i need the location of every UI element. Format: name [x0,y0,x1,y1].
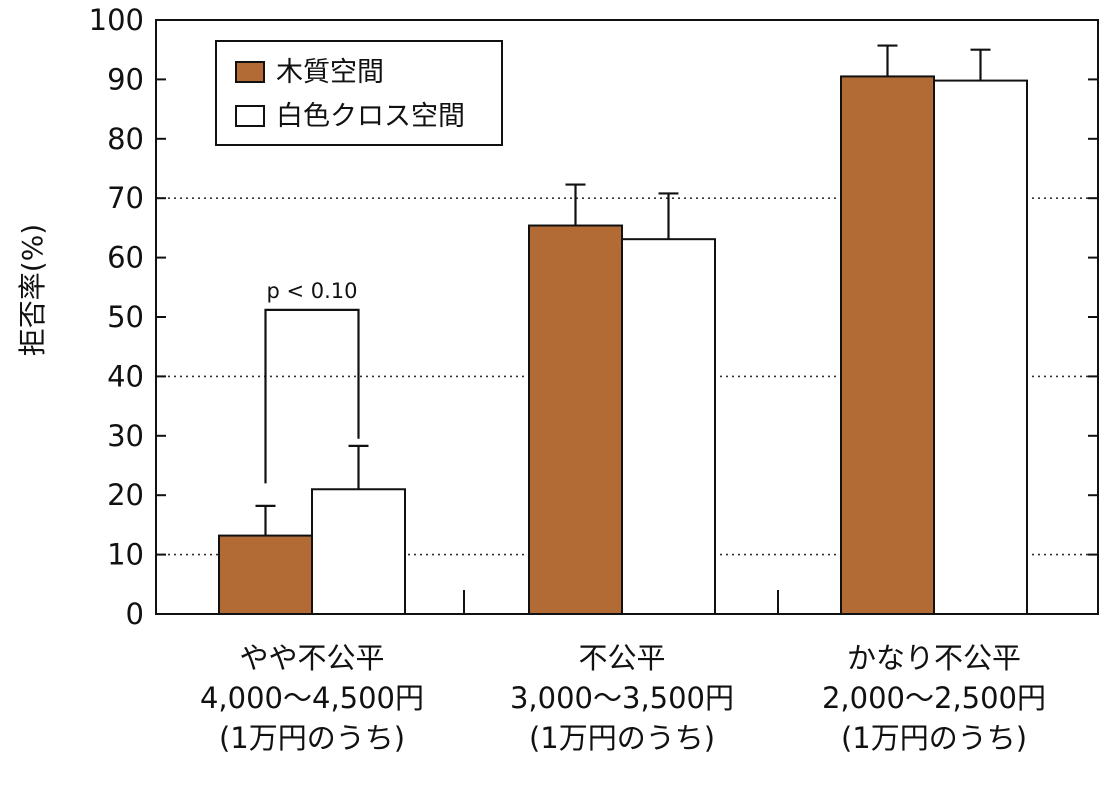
bar-s0-c2 [840,75,935,616]
y-axis-label: 拒否率(%) [16,224,49,356]
y-tick-label-100: 100 [89,3,144,37]
x-category-label-2-line-0: かなり不公平 [847,641,1021,675]
bar-s1-c0 [311,488,406,616]
y-tick-label-10: 10 [107,538,144,572]
y-tick-label-70: 70 [107,181,144,215]
significance-bracket-0 [264,308,360,484]
significance-label-0: p < 0.10 [266,279,357,303]
y-tick-label-30: 30 [107,419,144,453]
legend-swatch-0 [235,61,265,83]
x-category-label-1-line-2: (1万円のうち) [529,721,715,755]
y-tick-label-80: 80 [107,122,144,156]
x-category-label-0-line-2: (1万円のうち) [219,721,405,755]
x-category-label-0-line-1: 4,000〜4,500円 [200,681,424,715]
bar-s0-c0 [218,534,313,615]
y-tick-label-50: 50 [107,300,144,334]
bar-s0-c1 [528,224,623,616]
x-category-label-1: 不公平 3,000〜3,500円 (1万円のうち) [510,641,734,755]
y-tick-label-60: 60 [107,241,144,275]
axes-group: 0 10 20 30 40 50 60 70 80 90 100 やや不公平 4,000〜4,500円 (… [89,3,1098,755]
x-category-label-1-line-1: 3,000〜3,500円 [510,681,734,715]
y-tick-label-90: 90 [107,62,144,96]
annotation-group: p < 0.10 [264,279,360,484]
x-category-label-2-line-1: 2,000〜2,500円 [822,681,1046,715]
legend-label-0: 木質空間 [276,57,384,88]
bar-s1-c2 [933,79,1028,615]
y-tick-label-40: 40 [107,359,144,393]
x-category-label-0-line-0: やや不公平 [239,641,384,675]
x-category-label-0: やや不公平 4,000〜4,500円 (1万円のうち) [200,641,424,755]
legend-label-1: 白色クロス空間 [276,101,465,132]
x-category-label-2-line-2: (1万円のうち) [841,721,1027,755]
x-category-label-2: かなり不公平 2,000〜2,500円 (1万円のうち) [822,641,1046,755]
legend-swatch-1 [235,105,265,127]
bar-s1-c1 [621,238,716,615]
y-tick-label-0: 0 [126,597,144,631]
x-category-label-1-line-0: 不公平 [578,641,665,675]
error-bars-group [255,44,991,536]
y-tick-label-20: 20 [107,478,144,512]
legend-box [215,40,503,146]
bars-group [218,75,1028,616]
